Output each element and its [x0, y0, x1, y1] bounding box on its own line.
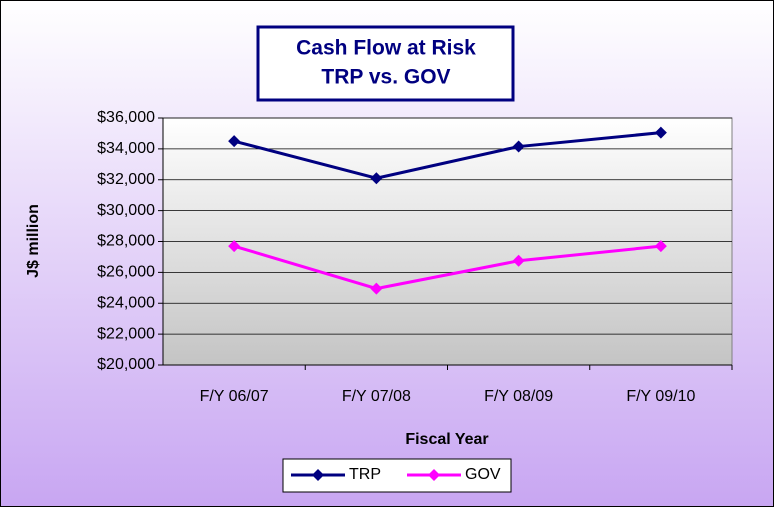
y-tick-label: $24,000: [97, 294, 155, 311]
series-line: [233, 131, 662, 180]
y-tick-label: $32,000: [97, 171, 155, 188]
series-line: [233, 244, 662, 291]
data-point: [654, 240, 667, 253]
data-point: [228, 135, 241, 148]
data-point: [370, 172, 383, 185]
y-tick-label: $36,000: [97, 109, 155, 126]
chart-title: Cash Flow at Risk: [296, 37, 476, 60]
data-point: [370, 282, 383, 295]
y-tick-label: $22,000: [97, 325, 155, 342]
y-axis-label: J$ million: [25, 204, 42, 278]
legend-label: GOV: [465, 466, 501, 483]
data-point: [512, 254, 525, 267]
x-tick-label: F/Y 07/08: [342, 388, 411, 405]
y-tick-label: $20,000: [97, 356, 155, 373]
data-point: [654, 126, 667, 139]
x-tick-label: F/Y 08/09: [484, 388, 553, 405]
x-tick-label: F/Y 09/10: [626, 388, 695, 405]
data-point: [228, 240, 241, 253]
y-tick-label: $26,000: [97, 264, 155, 281]
x-tick-label: F/Y 06/07: [200, 388, 269, 405]
chart-title: TRP vs. GOV: [321, 66, 450, 89]
legend-label: TRP: [349, 466, 381, 483]
y-tick-label: $34,000: [97, 140, 155, 157]
legend-marker: [428, 469, 440, 481]
legend-marker: [312, 469, 324, 481]
data-point: [512, 140, 525, 153]
title-box: [256, 25, 515, 102]
y-tick-label: $28,000: [97, 233, 155, 250]
x-axis-label: Fiscal Year: [405, 431, 488, 448]
y-tick-label: $30,000: [97, 202, 155, 219]
